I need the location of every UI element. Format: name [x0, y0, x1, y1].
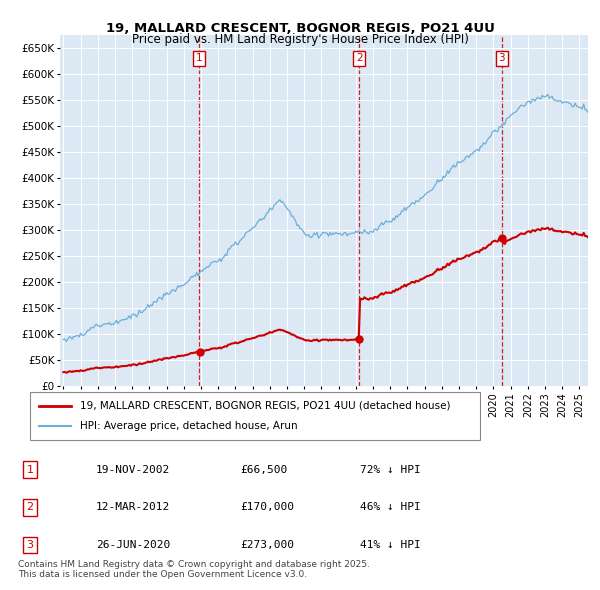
Text: 19-NOV-2002: 19-NOV-2002 — [96, 465, 170, 474]
Text: 19, MALLARD CRESCENT, BOGNOR REGIS, PO21 4UU (detached house): 19, MALLARD CRESCENT, BOGNOR REGIS, PO21… — [79, 401, 450, 411]
Text: Price paid vs. HM Land Registry's House Price Index (HPI): Price paid vs. HM Land Registry's House … — [131, 33, 469, 46]
Text: 72% ↓ HPI: 72% ↓ HPI — [360, 465, 421, 474]
Text: £170,000: £170,000 — [240, 502, 294, 512]
Text: 19, MALLARD CRESCENT, BOGNOR REGIS, PO21 4UU: 19, MALLARD CRESCENT, BOGNOR REGIS, PO21… — [106, 22, 494, 35]
Text: Contains HM Land Registry data © Crown copyright and database right 2025.
This d: Contains HM Land Registry data © Crown c… — [18, 560, 370, 579]
Text: 1: 1 — [26, 465, 34, 474]
Text: 1: 1 — [196, 53, 202, 63]
Text: £273,000: £273,000 — [240, 540, 294, 550]
Text: 26-JUN-2020: 26-JUN-2020 — [96, 540, 170, 550]
Text: 12-MAR-2012: 12-MAR-2012 — [96, 502, 170, 512]
Text: HPI: Average price, detached house, Arun: HPI: Average price, detached house, Arun — [79, 421, 297, 431]
Text: 2: 2 — [356, 53, 362, 63]
Text: 3: 3 — [26, 540, 34, 550]
FancyBboxPatch shape — [30, 392, 480, 440]
Text: £66,500: £66,500 — [240, 465, 287, 474]
Text: 46% ↓ HPI: 46% ↓ HPI — [360, 502, 421, 512]
Text: 2: 2 — [26, 502, 34, 512]
Text: 41% ↓ HPI: 41% ↓ HPI — [360, 540, 421, 550]
Text: 3: 3 — [499, 53, 505, 63]
